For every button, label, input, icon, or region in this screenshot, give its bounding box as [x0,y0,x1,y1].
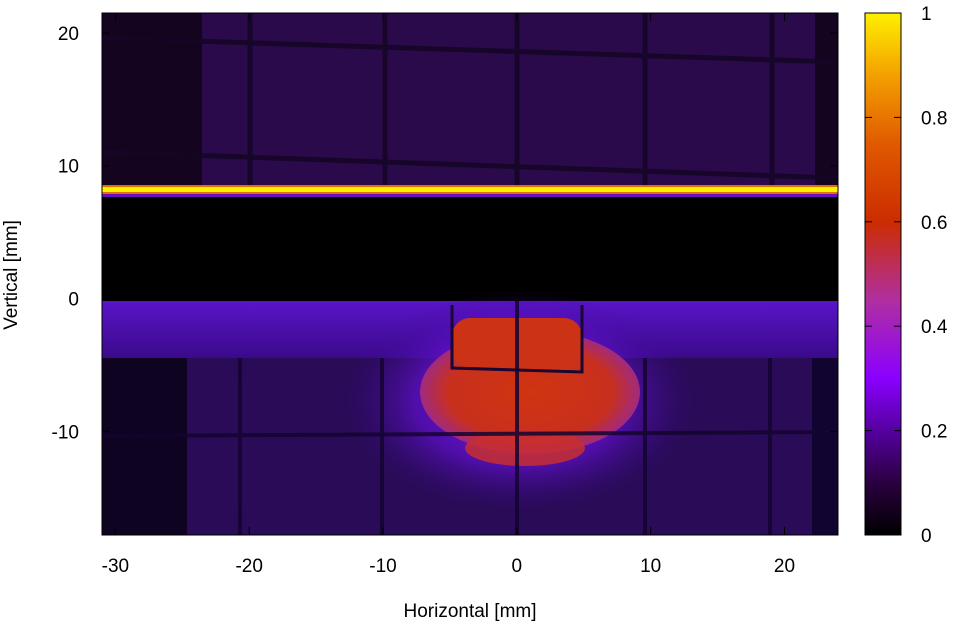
x-axis-ticks: -30 -20 -10 0 10 20 [102,13,795,577]
y-tick-label: -10 [52,422,79,443]
y-axis-label: Vertical [mm] [1,220,22,330]
colorbar-tick-label: 0.6 [921,213,947,234]
upper-right-dark [815,13,838,188]
dark-band [102,197,838,301]
y-axis-ticks: -10 0 10 20 [52,24,838,443]
colorbar-tick-label: 0.4 [921,317,948,338]
colorbar-tick-label: 0.8 [921,108,947,129]
colorbar-ticks: 0 0.2 0.4 0.6 0.8 1 [865,4,948,547]
colorbar-tick-label: 0 [921,526,932,547]
x-tick-label: 0 [512,556,523,577]
x-tick-label: 10 [640,556,661,577]
bright-line [102,187,838,192]
y-tick-label: 10 [58,157,79,178]
x-axis-label: Horizontal [mm] [403,601,536,622]
hot-spot-lower [465,430,585,466]
heatmap-image [102,13,838,535]
y-tick-label: 0 [68,290,79,311]
y-tick-label: 20 [58,24,79,45]
x-tick-label: 20 [774,556,795,577]
x-tick-label: -20 [235,556,262,577]
lower-left-dark [102,355,187,535]
x-tick-label: -10 [369,556,396,577]
x-tick-label: -30 [102,556,129,577]
lower-right-dark [812,355,838,535]
colorbar [864,12,902,536]
colorbar-tick-label: 0.2 [921,422,947,443]
colorbar-tick-label: 1 [921,4,932,25]
plot-frame [101,12,839,536]
